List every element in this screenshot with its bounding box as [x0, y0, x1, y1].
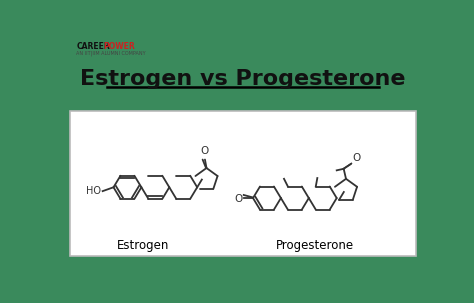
Text: POWER: POWER: [103, 42, 135, 51]
FancyBboxPatch shape: [70, 111, 416, 256]
Text: Estrogen vs Progesterone: Estrogen vs Progesterone: [80, 69, 406, 89]
Text: HO: HO: [86, 186, 101, 196]
Text: Progesterone: Progesterone: [276, 238, 354, 251]
Text: Estrogen: Estrogen: [117, 238, 169, 251]
Text: O: O: [200, 146, 208, 156]
Text: O: O: [234, 194, 242, 204]
Text: CAREER: CAREER: [76, 42, 110, 51]
Text: O: O: [352, 153, 360, 163]
Text: AN IIT|IIM ALUMNI COMPANY: AN IIT|IIM ALUMNI COMPANY: [76, 51, 146, 56]
